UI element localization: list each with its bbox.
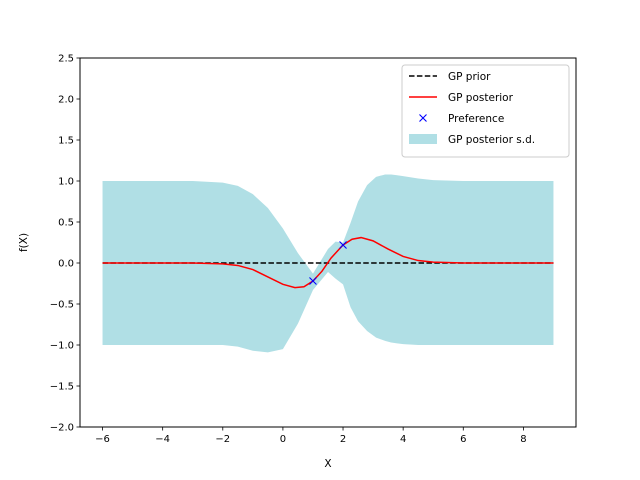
y-tick-label: 1.0 (58, 177, 74, 188)
y-tick-label: 1.5 (58, 136, 74, 147)
x-tick-label: 6 (460, 434, 466, 445)
x-tick-label: 0 (280, 434, 286, 445)
line-gp-posterior (102, 236, 554, 289)
tick-layer: −6 −4 −2 0 2 4 6 8 −2.0 −1.5 −1.0 −0.5 0.0 0.5 1.0 1.5 2… (50, 54, 527, 446)
y-tick-label: 2.5 (58, 54, 74, 65)
x-tick-label: 4 (400, 434, 406, 445)
y-tick-label: −1.0 (50, 341, 74, 352)
x-axis-label: X (324, 458, 331, 470)
x-tick-label: −6 (95, 434, 110, 445)
legend-label-preference: Preference (448, 113, 504, 125)
y-tick-label: 2.0 (58, 95, 74, 106)
plot-frame (79, 57, 577, 428)
legend: GP prior GP posterior Preference GP posteri… (401, 64, 570, 158)
marker-layer (309, 241, 347, 285)
y-axis-label: f(X) (18, 233, 30, 252)
legend-label-gp-posterior: GP posterior (448, 92, 514, 104)
x-tick-label: 2 (340, 434, 346, 445)
y-tick-label: −1.5 (50, 382, 74, 393)
legend-handle-gp-posterior-s-d (409, 134, 437, 144)
line-layer (102, 236, 554, 289)
y-tick-label: 0.5 (58, 218, 74, 229)
x-tick-label: 8 (520, 434, 526, 445)
y-tick-label: 0.0 (58, 259, 74, 270)
y-tick-label: −0.5 (50, 300, 74, 311)
legend-handle-preference (419, 114, 427, 122)
legend-label-gp-prior: GP prior (448, 71, 491, 83)
legend-items: GP prior GP posterior Preference GP posteri… (409, 71, 535, 146)
x-tick-label: −4 (155, 434, 170, 445)
point-preference (339, 241, 347, 249)
x-tick-label: −2 (215, 434, 230, 445)
legend-label-gp-posterior-s-d: GP posterior s.d. (448, 134, 535, 146)
y-tick-label: −2.0 (50, 423, 74, 434)
legend-box (401, 64, 570, 158)
point-preference (309, 277, 317, 285)
